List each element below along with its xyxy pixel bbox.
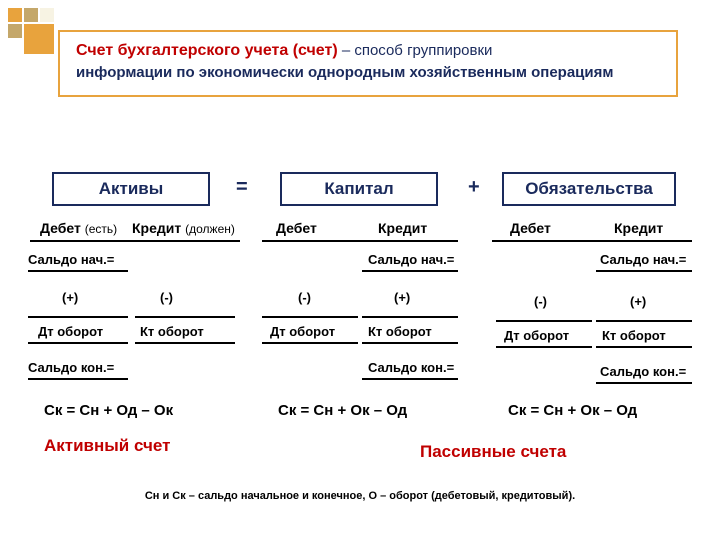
capital-saldo-end: Сальдо кон.= [368,360,454,375]
assets-kt-oborot: Кт оборот [140,324,204,339]
definition-box: Счет бухгалтерского учета (счет) – спосо… [58,30,678,97]
definition-rest: – способ группировки [338,42,493,59]
liab-kt-oborot: Кт оборот [602,328,666,343]
liab-dt-oborot: Дт оборот [504,328,569,343]
assets-line-bot-r [135,342,235,344]
equation-liabilities: Обязательства [502,172,676,206]
liab-line-bot-l [496,346,592,348]
liab-line-saldo-end [596,382,692,384]
capital-saldo-start: Сальдо нач.= [368,252,454,267]
assets-credit-label: Кредит (должен) [132,220,235,236]
assets-saldo-start: Сальдо нач.= [28,252,114,267]
liab-saldo-start: Сальдо нач.= [600,252,686,267]
liab-plus: (+) [630,294,646,309]
capital-line-mid-r [362,316,458,318]
equals-sign: = [236,176,248,199]
capital-credit-label: Кредит [378,220,427,236]
capital-dt-oborot: Дт оборот [270,324,335,339]
capital-line-saldo-start [362,270,458,272]
assets-line-mid-l [28,316,128,318]
assets-saldo-end: Сальдо кон.= [28,360,114,375]
capital-line-mid-l [262,316,358,318]
assets-line-bot-l [28,342,128,344]
capital-line-bot-r [362,342,458,344]
assets-line-saldo-end [28,378,128,380]
assets-plus: (+) [62,290,78,305]
definition-line2: информации по экономически однородным хо… [76,64,660,81]
liab-line-top [492,240,692,242]
equation-assets: Активы [52,172,210,206]
capital-line-saldo-end [362,378,458,380]
liab-formula: Ск = Сн + Ок – Од [508,402,637,419]
liab-debit-label: Дебет [510,220,551,236]
assets-account-type: Активный счет [44,436,170,456]
liab-credit-label: Кредит [614,220,663,236]
footnote: Сн и Ск – сальдо начальное и конечное, О… [0,490,720,502]
passive-account-type: Пассивные счета [420,442,566,462]
liab-line-bot-r [596,346,692,348]
capital-plus: (+) [394,290,410,305]
liab-line-mid-r [596,320,692,322]
assets-formula: Ск = Сн + Од – Ок [44,402,173,419]
assets-line-mid-r [135,316,235,318]
assets-line-saldo-start [28,270,128,272]
assets-debit-label: Дебет (есть) [40,220,117,236]
plus-sign: + [468,176,480,199]
capital-minus: (-) [298,290,311,305]
capital-line-top [262,240,458,242]
capital-kt-oborot: Кт оборот [368,324,432,339]
capital-formula: Ск = Сн + Ок – Од [278,402,407,419]
liab-minus: (-) [534,294,547,309]
liab-saldo-end: Сальдо кон.= [600,364,686,379]
assets-line-top [30,240,240,242]
capital-line-bot-l [262,342,358,344]
assets-minus: (-) [160,290,173,305]
assets-dt-oborot: Дт оборот [38,324,103,339]
equation-capital: Капитал [280,172,438,206]
capital-debit-label: Дебет [276,220,317,236]
liab-line-saldo-start [596,270,692,272]
definition-title: Счет бухгалтерского учета (счет) [76,42,338,59]
liab-line-mid-l [496,320,592,322]
